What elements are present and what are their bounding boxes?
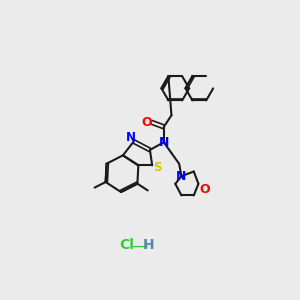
- Text: S: S: [153, 161, 162, 174]
- Text: O: O: [142, 116, 152, 129]
- Text: N: N: [126, 131, 136, 144]
- Text: —: —: [132, 236, 148, 254]
- Text: N: N: [176, 169, 187, 183]
- Text: H: H: [142, 238, 154, 252]
- Text: N: N: [159, 136, 169, 149]
- Text: O: O: [199, 183, 210, 196]
- Text: Cl: Cl: [119, 238, 134, 252]
